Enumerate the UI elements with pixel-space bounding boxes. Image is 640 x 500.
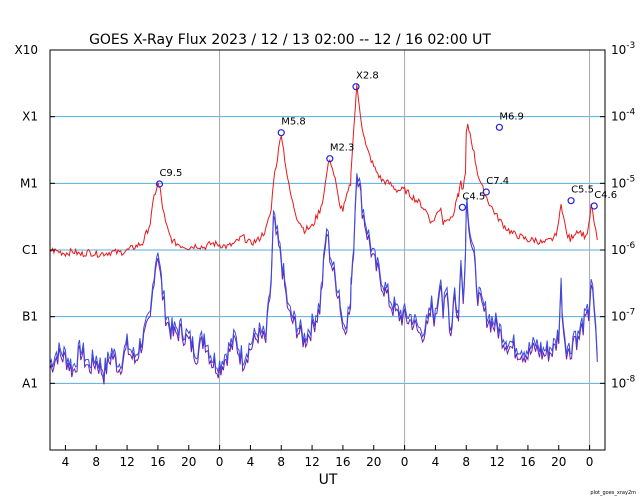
flare-peak-label: C4.6 — [594, 190, 617, 201]
flare-peak-label: C4.5 — [462, 191, 485, 202]
flux-tick-label: 10-6 — [611, 241, 636, 257]
series-line-long — [49, 84, 598, 258]
flare-peak-label: M2.3 — [330, 143, 355, 154]
x-tick-label: 4 — [432, 455, 440, 469]
flare-peak-marker — [326, 155, 334, 163]
flare-peak-marker — [482, 188, 490, 196]
flare-peak-marker — [277, 129, 285, 137]
flare-peak-marker — [567, 197, 575, 205]
x-tick-label: 20 — [366, 455, 381, 469]
x-tick-label: 16 — [150, 455, 165, 469]
x-tick-label: 0 — [401, 455, 409, 469]
flux-tick-base: 10 — [611, 243, 626, 257]
flux-tick-label: 10-7 — [611, 308, 635, 324]
x-axis-label: UT — [319, 472, 338, 488]
chart-title: GOES X-Ray Flux 2023 / 12 / 13 02:00 -- … — [89, 32, 491, 48]
class-tick-label: X10 — [15, 43, 39, 57]
x-axis-ticks: 4 8 12 16 20 0 4 8 12 16 20 0 4 8 12 16 20 0 — [62, 445, 594, 469]
x-tick-label: 16 — [335, 455, 350, 469]
x-tick-label: 16 — [520, 455, 535, 469]
x-tick-label: 8 — [277, 455, 285, 469]
flare-peak-label: C7.4 — [486, 176, 509, 187]
flare-peak-marker — [352, 83, 360, 91]
flux-tick-exponent: -7 — [626, 308, 635, 318]
x-tick-label: 12 — [304, 455, 319, 469]
x-tick-label: 12 — [119, 455, 134, 469]
flux-tick-exponent: -3 — [626, 41, 635, 51]
flux-tick-base: 10 — [611, 176, 626, 190]
flare-peak-marker — [458, 203, 466, 211]
series-line-short-shadow — [49, 178, 598, 385]
flare-peak-label: M6.9 — [499, 111, 524, 122]
class-tick-label: X1 — [22, 110, 38, 124]
flare-peak-marker — [590, 202, 598, 210]
flare-peak-label: C9.5 — [159, 168, 182, 179]
flux-tick-label: 10-4 — [611, 108, 636, 124]
class-tick-label: C1 — [22, 243, 38, 257]
series-line-short — [49, 173, 598, 380]
x-tick-label: 0 — [216, 455, 224, 469]
flare-peaks: C9.5 M5.8 M2.3 X2.8 C4.5C7.4 M6.9 C5.5 C4.6 — [155, 71, 617, 211]
x-tick-label: 20 — [551, 455, 566, 469]
class-tick-label: M1 — [20, 176, 38, 190]
flux-tick-base: 10 — [611, 43, 626, 57]
flux-tick-exponent: -8 — [626, 374, 635, 384]
day-boundary-lines — [219, 50, 591, 450]
x-tick-label: 8 — [92, 455, 100, 469]
flux-tick-exponent: -5 — [626, 174, 635, 184]
flare-peak-label: X2.8 — [356, 71, 379, 82]
flux-tick-label: 10-3 — [611, 41, 635, 57]
gridlines — [50, 116, 605, 384]
flux-tick-exponent: -4 — [626, 108, 635, 118]
flux-tick-base: 10 — [611, 310, 626, 324]
flare-peak-marker — [495, 123, 503, 131]
x-tick-label: 12 — [489, 455, 504, 469]
flux-tick-base: 10 — [611, 110, 626, 124]
class-tick-label: B1 — [22, 310, 38, 324]
x-tick-label: 4 — [62, 455, 70, 469]
flux-tick-exponent: -6 — [626, 241, 635, 251]
x-tick-label: 8 — [462, 455, 470, 469]
flare-peak-label: C5.5 — [571, 185, 594, 196]
x-tick-label: 4 — [247, 455, 255, 469]
flux-tick-base: 10 — [611, 376, 626, 390]
flare-peak-label: M5.8 — [281, 117, 306, 128]
flux-tick-label: 10-8 — [611, 374, 636, 390]
flare-peak-marker — [155, 180, 164, 188]
series-lines — [49, 84, 598, 385]
class-tick-label: A1 — [22, 376, 38, 390]
x-tick-label: 20 — [181, 455, 196, 469]
flux-tick-label: 10-5 — [611, 174, 635, 190]
x-tick-label: 0 — [586, 455, 594, 469]
plot-credit: plot_goes_xray2m — [590, 490, 636, 496]
